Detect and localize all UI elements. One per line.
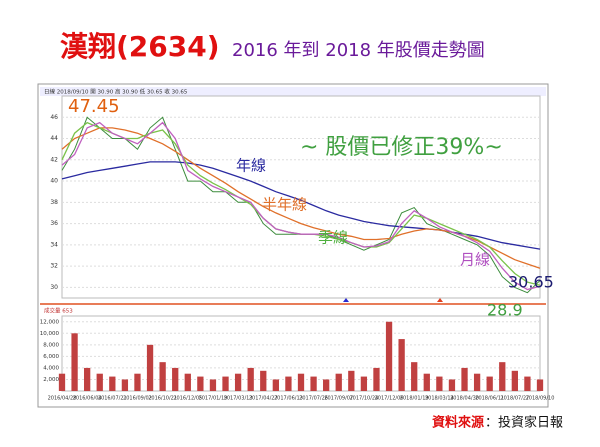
y-tick-label: 32 (50, 263, 58, 270)
volume-bar (360, 376, 368, 391)
volume-bar (184, 373, 191, 391)
y-tick-label: 36 (50, 220, 58, 227)
x-tick-label: 2017/10/24 (349, 396, 378, 402)
moving-average (61, 121, 541, 291)
y-tick-label: 46 (50, 114, 58, 121)
volume-bar (84, 367, 91, 391)
x-tick-label: 2018/09/10 (526, 396, 555, 402)
x-tick-label: 2016/04/28 (48, 396, 77, 402)
source-label: 資料來源 (432, 415, 484, 431)
x-tick-label: 2018/07/27 (500, 396, 529, 402)
volume-bar (499, 362, 506, 391)
x-tick-label: 2016/07/21 (98, 396, 127, 402)
annotation: 月線 (460, 251, 490, 269)
annotation: 30.65 (508, 273, 554, 292)
volume-bar (486, 376, 493, 391)
volume-bar (511, 370, 518, 391)
x-tick-label: 2017/06/13 (274, 396, 303, 402)
volume-bar (109, 376, 116, 391)
volume-bar (71, 333, 78, 391)
x-tick-label: 2018/03/14 (425, 396, 454, 402)
price-panel (61, 95, 541, 299)
annotation: 47.45 (68, 96, 120, 117)
x-tick-label: 2016/06/04 (73, 396, 102, 402)
volume-bar (159, 362, 166, 391)
volume-bar (247, 367, 254, 391)
x-tick-label: 2018/04/30 (450, 396, 479, 402)
chart-subtitle: 2016 年到 2018 年股價走勢圖 (232, 40, 485, 61)
x-tick-label: 2017/09/07 (324, 396, 353, 402)
volume-bar (473, 373, 481, 391)
volume-bar (436, 376, 443, 391)
x-tick-label: 2017/04/27 (249, 396, 278, 402)
volume-bar (285, 376, 292, 391)
annotation: 半年線 (262, 196, 307, 214)
volume-bar (222, 376, 229, 391)
x-tick-label: 2016/09/02 (123, 396, 152, 402)
annotation: ~ 股價已修正39%~ (300, 135, 503, 160)
volume-bar (448, 379, 456, 391)
marker (437, 298, 443, 302)
y-tick-label: 30 (50, 284, 58, 291)
y-tick-label: 42 (50, 156, 58, 163)
volume-bar (335, 373, 342, 391)
x-tick-label: 2017/01/19 (199, 396, 228, 402)
y-tick-label: 40 (50, 178, 58, 185)
volume-bar (297, 373, 305, 391)
x-tick-label: 2017/12/06 (375, 396, 404, 402)
frame (37, 83, 549, 408)
volume-bar (234, 373, 242, 391)
moving-average (61, 161, 541, 250)
volume-bar (96, 373, 103, 391)
info-bar (40, 87, 546, 96)
y-tick-label: 44 (50, 135, 58, 142)
annotation: 季線 (318, 229, 348, 247)
volume-bar (461, 367, 468, 391)
volume-bar (172, 367, 179, 391)
x-tick-label: 2018/01/19 (400, 396, 429, 402)
y2-tick-label: 4,000 (43, 365, 59, 371)
volume-bar (146, 344, 154, 391)
volume-bar (524, 376, 531, 391)
volume-bar (536, 379, 544, 391)
volume-bar (209, 379, 217, 391)
annotation: 28.9 (487, 301, 523, 320)
volume-bar (348, 370, 355, 391)
y2-tick-label: 6,000 (43, 354, 59, 360)
volume-label: 成交量 653 (44, 307, 73, 315)
volume-bar (134, 373, 141, 391)
volume-bar (121, 379, 129, 391)
marker (343, 298, 349, 302)
volume-bar (373, 367, 380, 391)
volume-bar (411, 362, 418, 391)
volume-bar (385, 321, 393, 391)
y2-tick-label: 2,000 (43, 377, 59, 383)
x-tick-label: 2018/06/11 (475, 396, 504, 402)
volume-bar (310, 376, 317, 391)
volume-bar (398, 339, 405, 391)
volume-bar (58, 373, 66, 391)
volume-bar (323, 379, 330, 391)
y2-tick-label: 12,000 (40, 319, 60, 325)
y2-tick-label: 10,000 (40, 331, 60, 337)
y-tick-label: 38 (50, 199, 58, 206)
source-text: ：投資家日報 (485, 415, 563, 431)
chart-title: 漢翔(2634) (60, 30, 220, 63)
volume-bar (260, 370, 267, 391)
y-tick-label: 34 (50, 241, 58, 248)
volume-bar (272, 379, 279, 391)
annotation: 年線 (236, 157, 266, 175)
x-tick-label: 2017/07/26 (299, 396, 328, 402)
x-tick-label: 2016/12/05 (173, 396, 202, 402)
volume-bar (197, 376, 204, 391)
header-info: 日線 2018/09/10 開 30.90 高 30.90 低 30.65 收 … (44, 88, 188, 96)
volume-bar (423, 373, 430, 391)
y2-tick-label: 8,000 (43, 342, 59, 348)
x-tick-label: 2017/03/13 (224, 396, 253, 402)
x-tick-label: 2016/10/21 (148, 396, 177, 402)
